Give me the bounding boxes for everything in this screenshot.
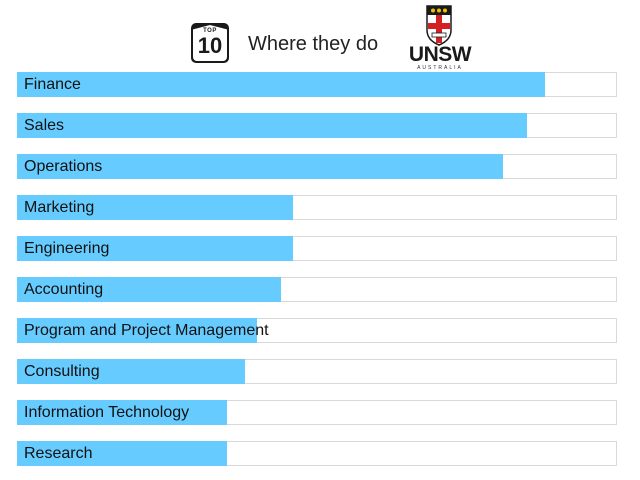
bar <box>17 113 527 138</box>
bar <box>17 318 257 343</box>
top10-badge-top: TOP <box>203 28 217 34</box>
bar-label: Operations <box>24 158 103 175</box>
bar-row: Program and Project Management <box>17 318 617 343</box>
bar-row: Engineering <box>17 236 617 261</box>
unsw-logo-subtext: AUSTRALIA <box>417 65 463 71</box>
bar-label: Research <box>24 445 93 462</box>
bar <box>17 195 293 220</box>
unsw-crest-icon <box>426 5 452 46</box>
bar-label: Information Technology <box>24 404 190 421</box>
bar-row: Marketing <box>17 195 617 220</box>
bar-label: Sales <box>24 117 65 134</box>
bar-label: Program and Project Management <box>24 322 269 339</box>
bar-label: Finance <box>24 76 81 93</box>
bar <box>17 72 545 97</box>
bar-row: Sales <box>17 113 617 138</box>
bar-row: Operations <box>17 154 617 179</box>
bar <box>17 154 503 179</box>
chart-title: Where they do <box>248 33 379 55</box>
bar-label: Engineering <box>24 240 110 257</box>
bar-label: Marketing <box>24 199 95 216</box>
bar <box>17 400 227 425</box>
bar-row: Information Technology <box>17 400 617 425</box>
bar <box>17 277 281 302</box>
bar <box>17 359 245 384</box>
bar-label: Consulting <box>24 363 100 380</box>
bar-row: Accounting <box>17 277 617 302</box>
bar-row: Finance <box>17 72 617 97</box>
unsw-logo-text: UNSW <box>408 43 472 66</box>
header: TOP 10 Where they do UNSW AUSTRALIA <box>0 0 640 72</box>
bar <box>17 441 227 466</box>
bar-label: Accounting <box>24 281 104 298</box>
top10-badge-number: 10 <box>197 33 223 58</box>
top10-icon: TOP 10 <box>191 23 229 63</box>
unsw-logo: UNSW AUSTRALIA <box>405 4 475 72</box>
bar <box>17 236 293 261</box>
bar-row: Consulting <box>17 359 617 384</box>
bar-row: Research <box>17 441 617 466</box>
